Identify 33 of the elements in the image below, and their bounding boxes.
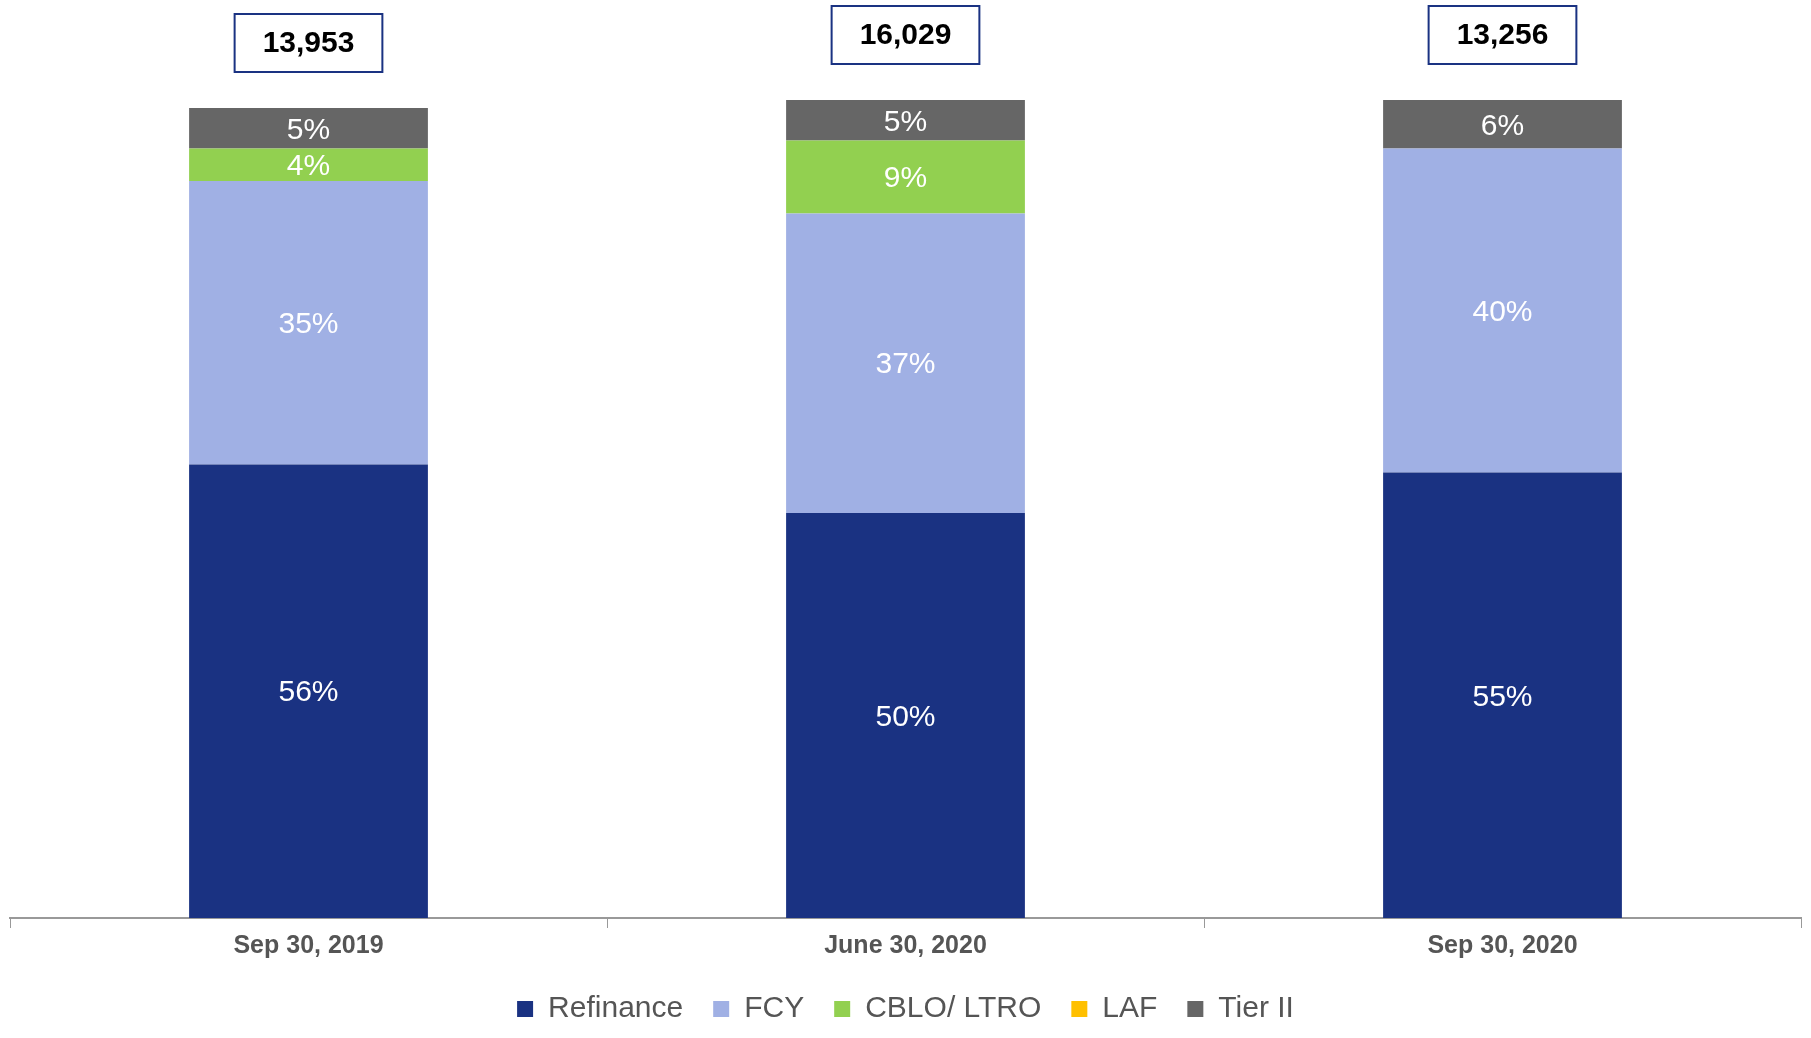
data-label: 40% — [1472, 293, 1533, 327]
bar — [189, 108, 428, 149]
data-label: 37% — [875, 346, 936, 380]
bar — [189, 464, 428, 918]
data-label: 35% — [278, 305, 339, 339]
bar — [786, 100, 1025, 141]
legend-label: Refinance — [548, 990, 684, 1024]
legend-label: FCY — [744, 990, 805, 1024]
bar — [786, 513, 1025, 918]
x-tick-label: June 30, 2020 — [824, 929, 987, 958]
data-label: 9% — [883, 160, 928, 194]
x-tick-label: Sep 30, 2019 — [233, 929, 384, 958]
legend-label: CBLO/ LTRO — [865, 990, 1042, 1024]
bar — [786, 213, 1025, 514]
bar — [189, 180, 428, 465]
data-label: 5% — [286, 111, 331, 145]
data-label: 4% — [286, 148, 331, 182]
annotation: 16,029 — [859, 17, 952, 51]
data-label: 5% — [883, 103, 928, 137]
data-label: 56% — [278, 674, 339, 708]
bar — [189, 148, 428, 181]
data-label: 50% — [875, 698, 936, 732]
bar — [1383, 148, 1622, 473]
bar — [1383, 472, 1622, 918]
annotation: 13,953 — [262, 25, 355, 59]
legend-label: Tier II — [1218, 990, 1294, 1024]
bar — [786, 140, 1025, 214]
legend-label: LAF — [1102, 990, 1158, 1024]
annotation: 13,256 — [1456, 17, 1549, 51]
x-tick-label: Sep 30, 2020 — [1427, 929, 1578, 958]
data-label: 6% — [1480, 107, 1525, 141]
bar — [1383, 100, 1622, 149]
data-label: 55% — [1472, 678, 1533, 712]
